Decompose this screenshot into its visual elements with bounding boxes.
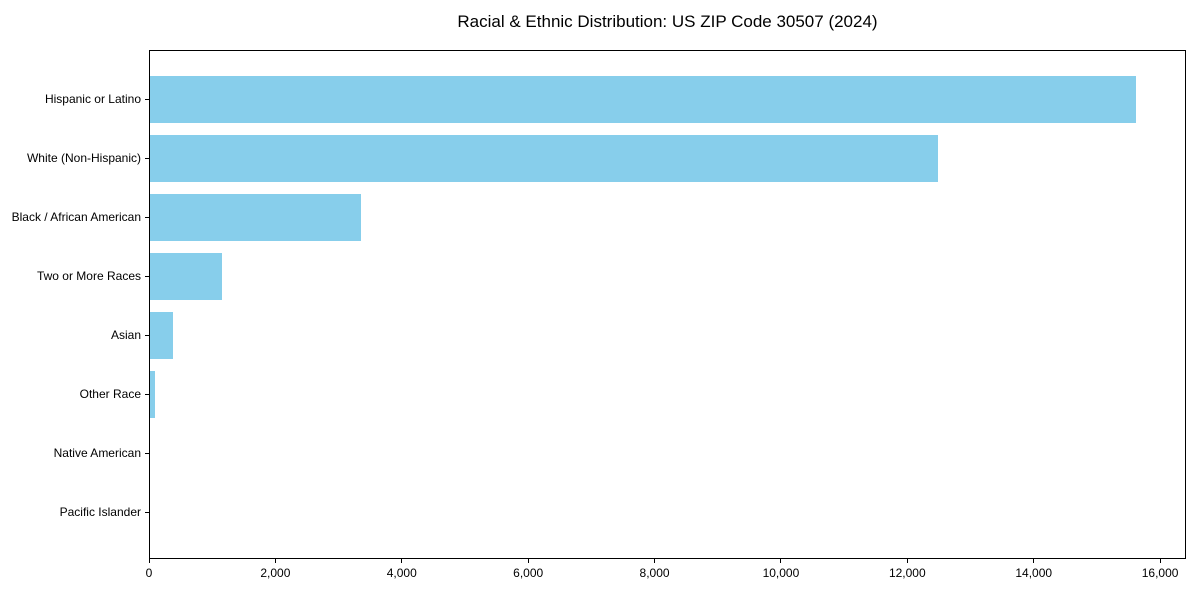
x-tick-label: 0 bbox=[145, 566, 153, 580]
bar-row bbox=[150, 306, 1185, 365]
x-tick-label: 2,000 bbox=[260, 566, 291, 580]
bar-row bbox=[150, 129, 1185, 188]
bar-row bbox=[150, 247, 1185, 306]
x-tick-label: 14,000 bbox=[1015, 566, 1053, 580]
bar-row bbox=[150, 365, 1185, 424]
x-tick-mark bbox=[1159, 559, 1161, 563]
bar-row bbox=[150, 483, 1185, 542]
y-tick-mark bbox=[145, 512, 149, 513]
plot-area bbox=[149, 50, 1186, 559]
y-axis-label: Pacific Islander bbox=[59, 504, 141, 519]
bar-two-or-more-races bbox=[150, 253, 222, 300]
x-tick-label: 12,000 bbox=[888, 566, 926, 580]
x-tick-label: 4,000 bbox=[386, 566, 417, 580]
x-tick-mark bbox=[780, 559, 782, 563]
bar-row bbox=[150, 188, 1185, 247]
bar-other-race bbox=[150, 371, 155, 418]
y-axis-label: Asian bbox=[110, 327, 141, 342]
x-tick-mark bbox=[1033, 559, 1035, 563]
y-axis-label: Black / African American bbox=[11, 209, 141, 224]
y-tick-mark bbox=[145, 394, 149, 395]
y-tick-mark bbox=[145, 276, 149, 277]
x-tick-label: 6,000 bbox=[513, 566, 544, 580]
bar-row bbox=[150, 424, 1185, 483]
x-tick-mark bbox=[654, 559, 656, 563]
y-tick-mark bbox=[145, 99, 149, 100]
y-axis-label: Hispanic or Latino bbox=[44, 91, 141, 106]
y-tick-mark bbox=[145, 217, 149, 218]
bar-white-non-hispanic bbox=[150, 135, 939, 182]
x-tick-mark bbox=[401, 559, 403, 563]
y-tick-mark bbox=[145, 335, 149, 336]
bar-black-african-american bbox=[150, 194, 361, 241]
x-tick-mark bbox=[148, 559, 150, 563]
x-tick-label: 16,000 bbox=[1141, 566, 1179, 580]
x-tick-mark bbox=[274, 559, 276, 563]
x-tick-mark bbox=[527, 559, 529, 563]
y-tick-mark bbox=[145, 453, 149, 454]
y-tick-mark bbox=[145, 158, 149, 159]
y-axis-label: Other Race bbox=[79, 386, 141, 401]
x-tick-mark bbox=[906, 559, 908, 563]
y-axis-label: Two or More Races bbox=[36, 268, 141, 283]
bar-row bbox=[150, 70, 1185, 129]
y-axis-label: Native American bbox=[53, 445, 141, 460]
bar-hispanic-or-latino bbox=[150, 76, 1136, 123]
x-tick-label: 8,000 bbox=[639, 566, 670, 580]
bar-asian bbox=[150, 312, 173, 359]
y-axis-label: White (Non-Hispanic) bbox=[26, 150, 141, 165]
x-tick-label: 10,000 bbox=[762, 566, 800, 580]
chart-title: Racial & Ethnic Distribution: US ZIP Cod… bbox=[457, 12, 878, 31]
